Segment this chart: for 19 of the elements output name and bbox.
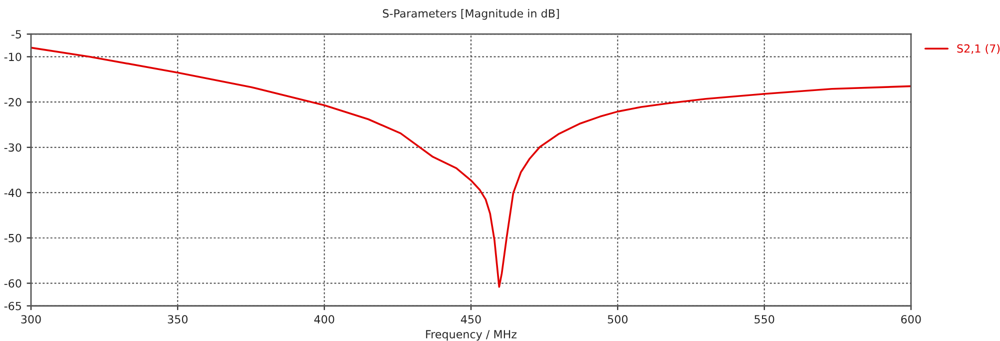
x-axis-title: Frequency / MHz [426, 330, 517, 341]
x-tick-label: 300 [21, 315, 41, 324]
y-tick-label: -30 [4, 143, 22, 152]
y-tick-label: -50 [4, 234, 22, 242]
y-tick-label: -60 [4, 279, 22, 288]
x-tick-label: 600 [901, 315, 921, 324]
y-tick-label: -40 [4, 188, 22, 198]
legend-label: S2,1 (7) [957, 44, 1000, 54]
y-tick-label: -65 [4, 302, 21, 310]
y-tick-label: -20 [4, 98, 22, 106]
x-tick-label: 450 [460, 315, 481, 324]
x-tick-label: 400 [314, 315, 334, 324]
x-tick-label: 550 [754, 315, 774, 324]
x-tick-label: 350 [168, 315, 188, 324]
y-tick-label: -10 [4, 52, 22, 62]
chart-title: S-Parameters [Magnitude in dB] [382, 8, 559, 20]
line-series [31, 46, 911, 288]
x-tick-label: 500 [608, 315, 628, 324]
y-tick-label: -5 [11, 30, 21, 38]
